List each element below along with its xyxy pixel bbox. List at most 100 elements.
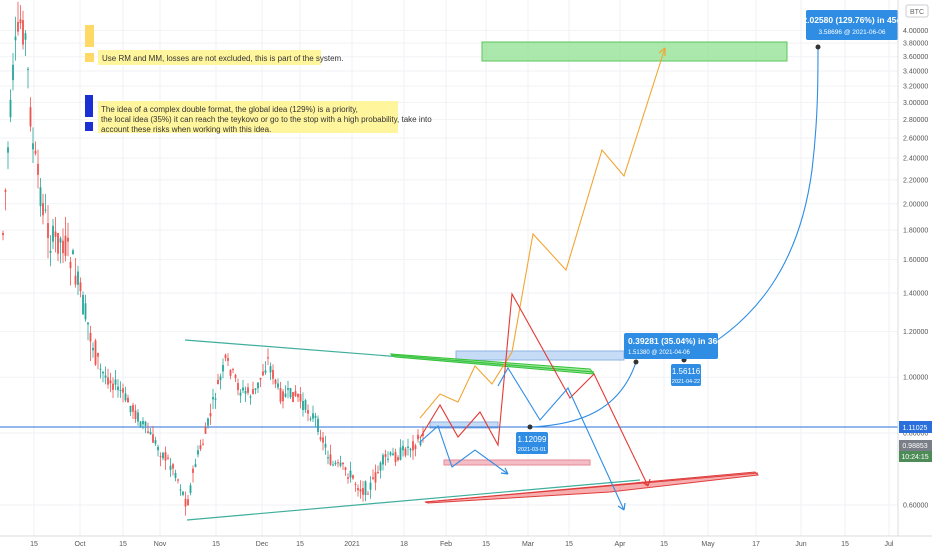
orange-arrow-icon [658,47,666,56]
currency-badge[interactable]: BTC [905,4,929,18]
blue-arrow-icon [500,467,509,475]
target-zone[interactable] [481,41,788,62]
time-tick-label: 18 [400,541,408,548]
svg-text:1.12099: 1.12099 [518,435,547,444]
stop-zone[interactable] [443,459,591,466]
red-projection-path[interactable] [419,292,649,487]
candle-body [19,19,22,24]
candle-body [334,462,337,465]
candle-body [354,483,357,485]
note-text: Use RM and MM, losses are not excluded, … [102,54,343,63]
candle-body [74,275,77,285]
candle-body [34,150,37,154]
candle-body [347,477,349,479]
candle-body [104,375,107,378]
time-tick-label: Jul [885,541,894,548]
candle-body [54,231,57,237]
candle-body [189,485,192,493]
candle-body [417,434,419,440]
candle-body [49,250,52,253]
candle-body [247,387,249,393]
candle-body [369,482,372,490]
candle-body [224,354,227,359]
price-tick-label: 1.40000 [903,291,928,298]
candle-body [379,462,382,471]
red-channel-line [424,472,759,503]
candle-body [267,357,269,359]
candle-body [187,499,189,506]
time-axis-bg [0,536,898,550]
measure-label-global[interactable]: 2.02580 (129.76%) in 45d 3.58696 @ 2021-… [802,10,902,40]
time-tick-label: Mar [522,541,535,548]
price-label-timer: 10:24:15 [899,451,932,462]
price-tick-label: 2.60000 [903,136,928,143]
candle-body [374,472,377,483]
svg-text:BTC: BTC [910,9,924,16]
candle-body [202,443,204,445]
candle-body [39,187,42,207]
candle-body [134,410,137,419]
candle-body [27,68,29,70]
candle-body [242,387,244,391]
price-label-last: 0.98853 [899,440,932,451]
candle-body [192,468,194,473]
measure-label-point-mar[interactable]: 1.12099 2021-03-01 [516,432,548,454]
candle-body [324,443,327,448]
blue-projection-path[interactable] [419,425,509,475]
measure-curve-local[interactable] [529,361,637,428]
note-text-long: The idea of a complex double format, the… [101,105,434,134]
candle-body [314,415,317,418]
vertical-gridlines [33,0,890,536]
orange-projection-path[interactable] [419,47,666,419]
blue-projection-path-2[interactable] [497,366,625,511]
candle-body [99,368,102,370]
svg-text:0.39281 (35.04%) in 36d 5h: 0.39281 (35.04%) in 36d 5h [628,336,735,346]
measure-label-local[interactable]: 0.39281 (35.04%) in 36d 5h 1.51380 @ 202… [624,333,735,359]
candle-body [14,36,17,41]
candle-body [232,369,234,371]
measure-point [527,424,533,430]
candle-body [422,433,424,436]
time-tick-label: Feb [440,541,452,548]
candle-body [52,225,54,242]
candle-body [399,447,402,460]
candle-body [222,365,224,372]
lower-triangle-line[interactable] [186,479,641,521]
candle-body [77,271,79,285]
resistance-zone[interactable] [455,350,625,361]
candle-body [162,452,164,459]
candle-body [309,418,312,420]
candle-body [59,238,62,243]
price-tick-label: 1.80000 [903,228,928,235]
measure-label-point-apr[interactable]: 1.56116 2021-04-22 [671,364,701,386]
time-tick-label: 15 [119,541,127,548]
candle-body [117,386,119,391]
candle-body [244,391,247,394]
price-tick-label: 4.00000 [903,28,928,35]
candle-body [294,391,297,396]
candle-body [194,464,197,467]
measure-curve-long[interactable] [683,47,819,361]
price-tick-label: 3.60000 [903,54,928,61]
time-tick-label: 2021 [344,541,360,548]
candle-body [287,388,289,390]
candle-body [382,455,384,465]
price-tick-label: 1.00000 [903,375,928,382]
candle-body [402,446,404,451]
note-rm-mm[interactable]: Use RM and MM, losses are not excluded, … [85,25,343,65]
svg-text:1.51380 @ 2021-04-06: 1.51380 @ 2021-04-06 [628,350,690,356]
candle-body [322,437,324,443]
candle-body [17,21,19,32]
candle-body [154,440,157,444]
candle-body [364,481,367,495]
candle-body [312,413,314,419]
note-double-format[interactable]: The idea of a complex double format, the… [85,95,434,134]
candle-body [184,498,187,507]
svg-text:2021-03-01: 2021-03-01 [518,447,546,453]
time-axis-ticks[interactable]: 15 Oct 15 Nov 15 Dec 15 2021 18 Feb 15 Mar 15 Apr 15 Ma… [30,541,894,548]
price-axis-ticks[interactable]: 4.00000 3.80000 3.60000 3.40000 3.20000 3.000… [903,28,928,510]
retest-zone[interactable] [429,421,499,429]
candle-body [124,393,127,401]
candle-body [47,223,49,238]
